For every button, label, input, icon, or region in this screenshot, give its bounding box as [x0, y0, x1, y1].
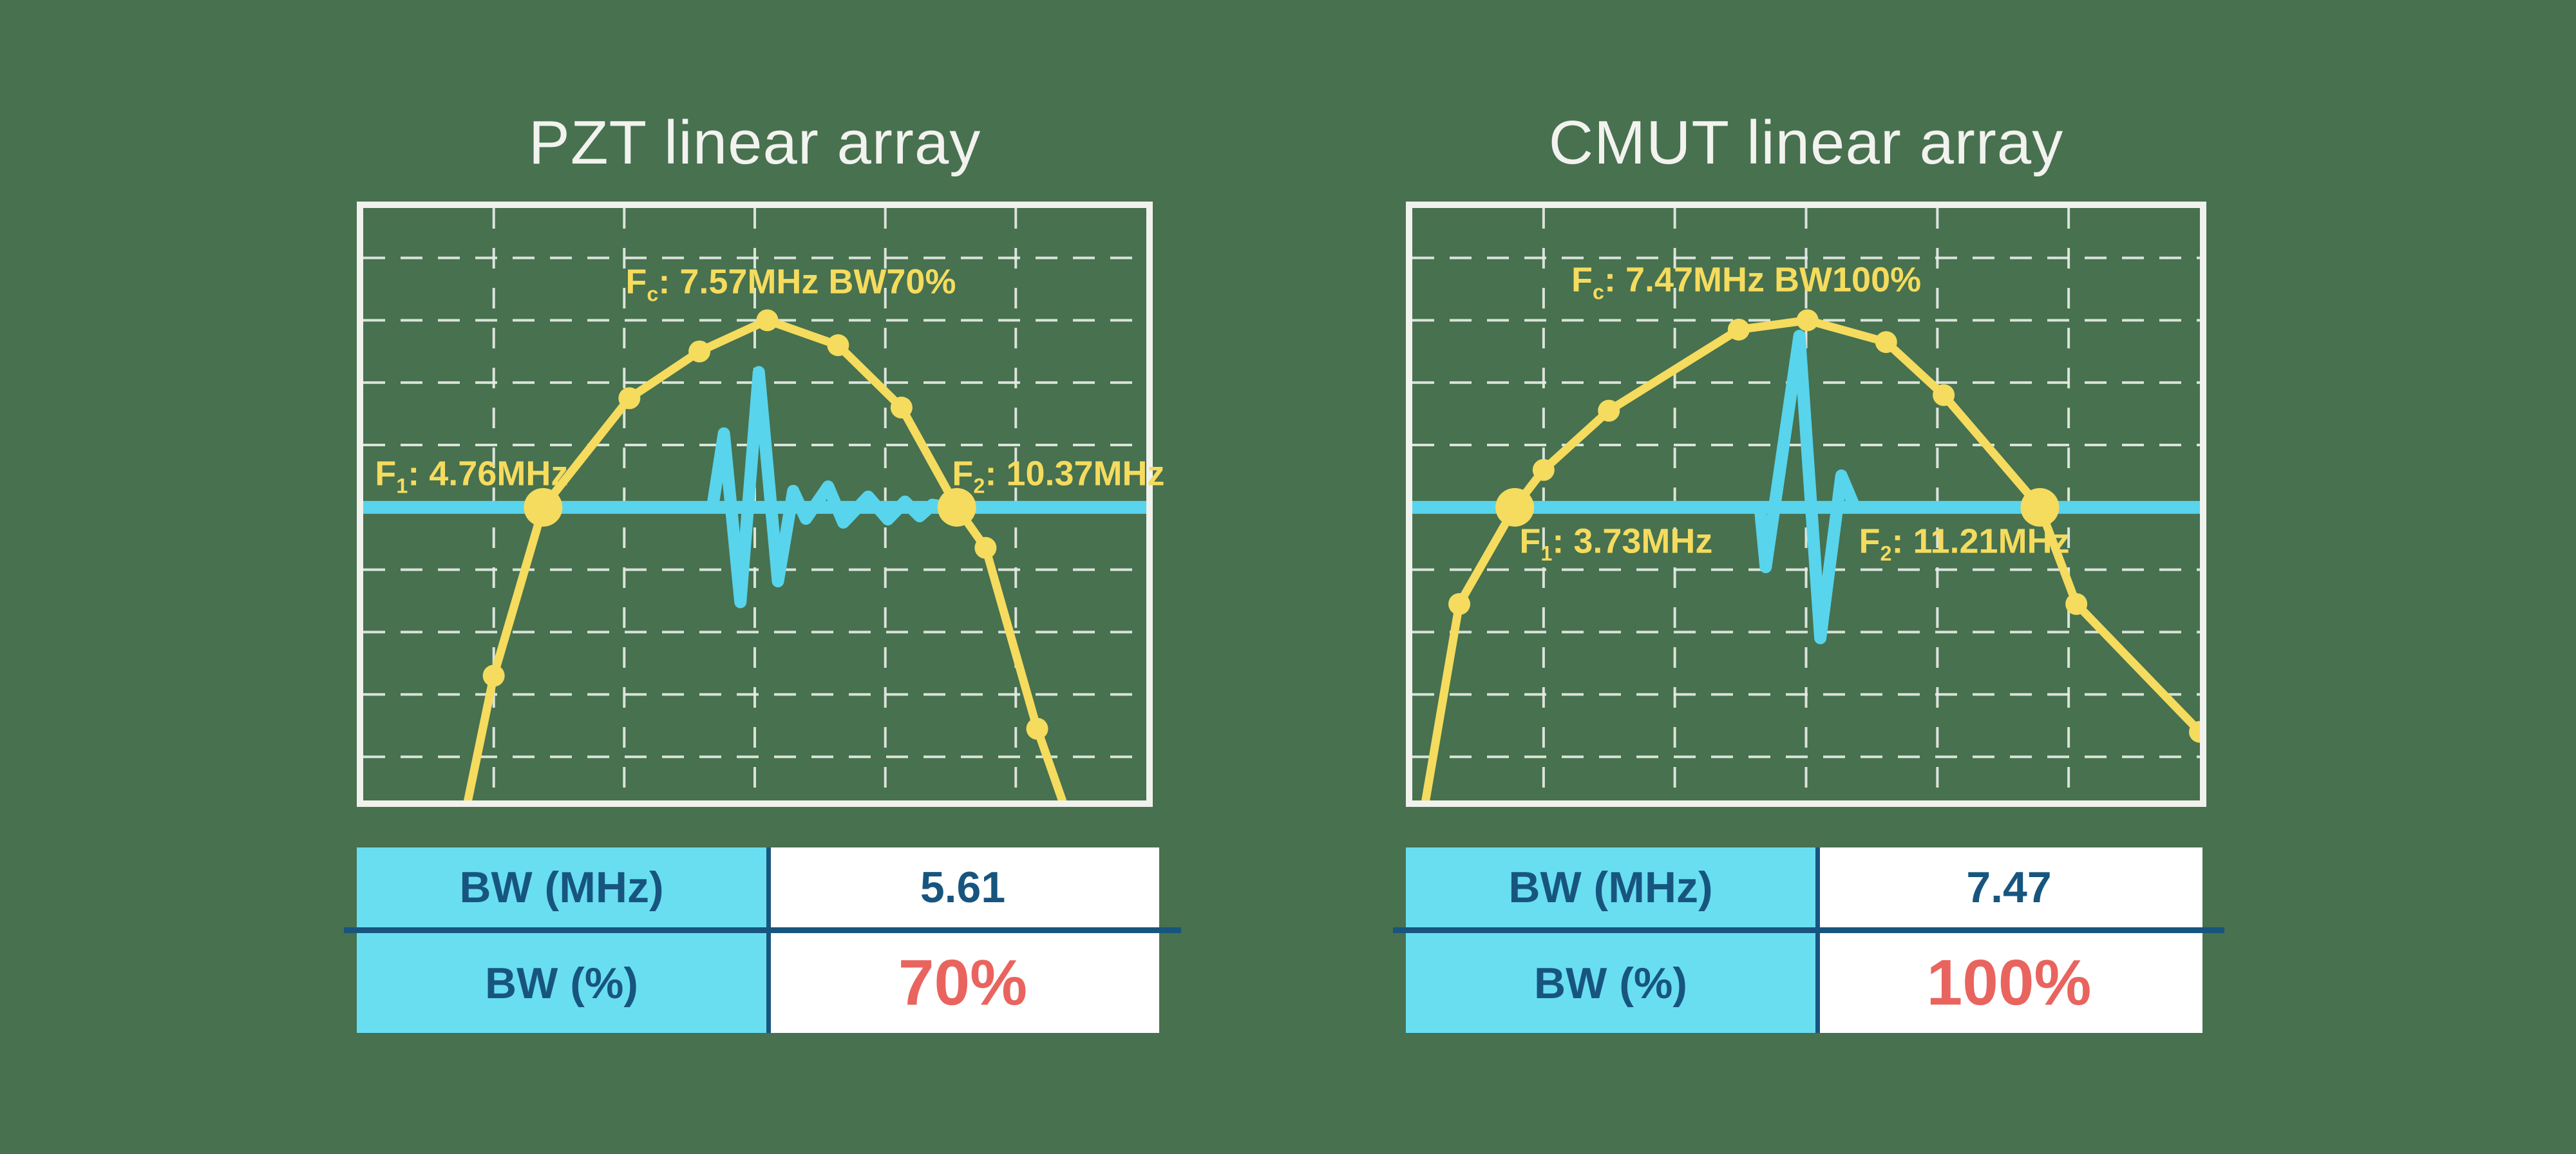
bw-pct-label: BW (%) — [1406, 933, 1815, 1033]
data-point-marker — [1933, 384, 1955, 406]
data-point-marker — [1532, 459, 1555, 481]
pzt-chart-svg — [363, 208, 1146, 800]
data-point-marker — [890, 396, 913, 419]
pzt-fc-annotation: Fc: 7.57MHz BW70% — [625, 262, 956, 306]
bw-mhz-label: BW (MHz) — [357, 847, 766, 927]
data-point-marker — [688, 340, 711, 363]
bandwidth-edge-marker — [2020, 487, 2060, 527]
data-point-marker — [827, 334, 849, 357]
pzt-f2-annotation: F2: 10.37MHz — [952, 454, 1165, 498]
data-point-marker — [1875, 331, 1897, 354]
data-point-marker — [1026, 717, 1048, 740]
cmut-chart: Fc: 7.47MHz BW100% F1: 3.73MHz F2: 11.21… — [1406, 202, 2206, 807]
bandwidth-edge-marker — [524, 487, 563, 527]
data-point-marker — [974, 536, 997, 559]
bandwidth-edge-marker — [937, 487, 976, 527]
data-point-marker — [1796, 309, 1819, 332]
bandwidth-edge-marker — [1495, 487, 1535, 527]
cmut-fc-annotation: Fc: 7.47MHz BW100% — [1571, 260, 1922, 304]
pzt-f1-annotation: F1: 4.76MHz — [375, 454, 569, 498]
table-divider — [1393, 927, 2224, 933]
pzt-panel-title: PZT linear array — [528, 108, 981, 177]
data-point-marker — [618, 387, 641, 410]
data-point-marker — [756, 309, 779, 332]
table-row: BW (%) 70% — [357, 933, 1159, 1033]
pulse-echo-waveform — [1412, 330, 2200, 645]
bw-mhz-value: 7.47 — [1815, 847, 2202, 927]
pzt-bw-table: BW (MHz) 5.61 BW (%) 70% — [344, 847, 1181, 1033]
table-divider — [344, 927, 1181, 933]
cmut-f1-annotation: F1: 3.73MHz — [1519, 522, 1713, 565]
data-point-marker — [1448, 592, 1471, 615]
table-column-separator — [766, 847, 771, 1033]
bw-pct-value: 100% — [1815, 933, 2202, 1033]
data-point-marker — [1727, 318, 1750, 341]
pulse-echo-waveform — [363, 366, 1146, 609]
cmut-chart-svg — [1412, 208, 2200, 800]
table-row: BW (MHz) 7.47 — [1406, 847, 2202, 927]
data-point-marker — [1598, 399, 1620, 422]
cmut-panel-title: CMUT linear array — [1548, 108, 2064, 177]
bw-mhz-label: BW (MHz) — [1406, 847, 1815, 927]
table-row: BW (MHz) 5.61 — [357, 847, 1159, 927]
data-point-marker — [2065, 592, 2088, 615]
data-point-marker — [2189, 721, 2200, 743]
pzt-chart: Fc: 7.57MHz BW70% F1: 4.76MHz F2: 10.37M… — [357, 202, 1165, 807]
table-column-separator — [1815, 847, 1820, 1033]
data-point-marker — [482, 665, 505, 687]
cmut-bw-table: BW (MHz) 7.47 BW (%) 100% — [1393, 847, 2224, 1033]
bw-pct-value: 70% — [766, 933, 1159, 1033]
bw-pct-label: BW (%) — [357, 933, 766, 1033]
bw-mhz-value: 5.61 — [766, 847, 1159, 927]
table-row: BW (%) 100% — [1406, 933, 2202, 1033]
spectrum-curve — [464, 316, 1066, 800]
cmut-f2-annotation: F2: 11.21MHz — [1859, 522, 2070, 565]
